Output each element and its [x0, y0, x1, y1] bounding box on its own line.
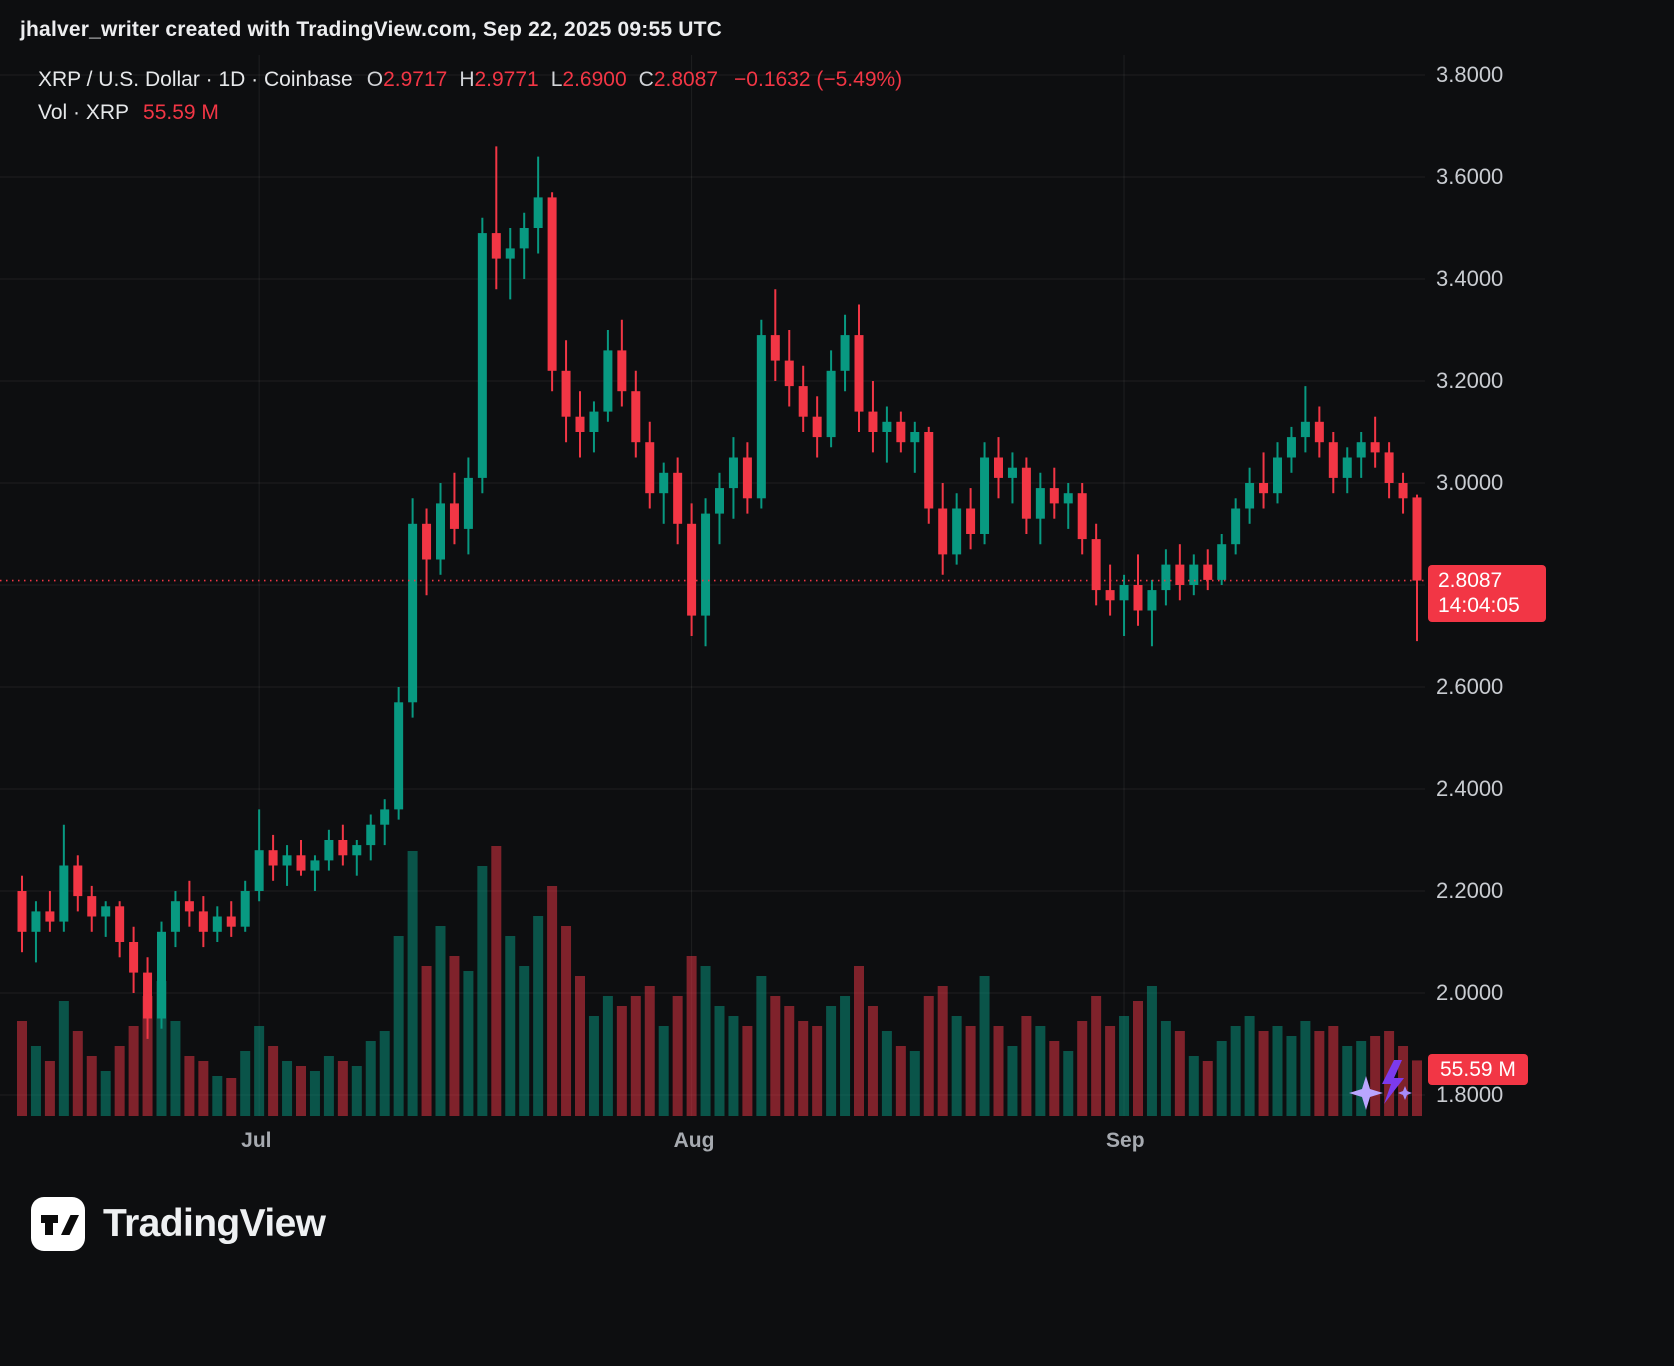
- open-label: O: [366, 68, 384, 91]
- tradingview-branding[interactable]: TradingView: [30, 1196, 326, 1252]
- price-axis[interactable]: 3.8000 3.6000 3.4000 3.2000 3.0000 2.6000 2.40…: [1436, 0, 1674, 1170]
- tradingview-wordmark: TradingView: [103, 1202, 326, 1245]
- low-label: L: [550, 68, 563, 91]
- candles: [17, 146, 1422, 1039]
- volume-bars: [17, 846, 1422, 1116]
- price-tick-label: 3.6000: [1436, 164, 1504, 189]
- change-value: −0.1632 (−5.49%): [734, 68, 903, 91]
- bar-countdown: 14:04:05: [1438, 593, 1520, 617]
- sparkle-lightning-icon: [1349, 1060, 1412, 1110]
- month-label: Sep: [1106, 1129, 1145, 1152]
- last-price-value: 2.8087: [1438, 568, 1503, 592]
- low-value: 2.6900: [562, 68, 627, 91]
- high-value: 2.9771: [474, 68, 539, 91]
- price-tick-label: 1.8000: [1436, 1082, 1504, 1107]
- month-label: Jul: [241, 1129, 272, 1152]
- close-value: 2.8087: [653, 68, 719, 91]
- symbol-title[interactable]: XRP / U.S. Dollar · 1D · Coinbase: [38, 68, 353, 91]
- price-tick-label: 3.4000: [1436, 266, 1504, 291]
- volume-badge: 55.59 M: [1428, 1054, 1528, 1086]
- legend: XRP / U.S. Dollar · 1D · Coinbase O2.971…: [38, 68, 902, 134]
- low-field: L2.6900: [551, 68, 627, 92]
- last-price-badge: 2.8087 14:04:05: [1428, 564, 1546, 622]
- volume-value: 55.59 M: [143, 101, 219, 124]
- legend-symbol-row: XRP / U.S. Dollar · 1D · Coinbase O2.971…: [38, 68, 902, 92]
- close-field: C2.8087: [639, 68, 718, 92]
- credit-line: jhalver_writer created with TradingView.…: [20, 18, 723, 41]
- legend-volume-row: Vol · XRP 55.59 M: [38, 101, 902, 125]
- price-tick-label: 3.2000: [1436, 368, 1504, 393]
- price-tick-label: 2.4000: [1436, 776, 1504, 801]
- price-tick-label: 3.0000: [1436, 470, 1504, 495]
- volume-title[interactable]: Vol · XRP: [38, 101, 130, 124]
- price-tick-label: 3.8000: [1436, 62, 1504, 87]
- price-tick-label: 2.6000: [1436, 674, 1504, 699]
- price-tick-label: 2.2000: [1436, 878, 1504, 903]
- tradingview-logo-icon: [31, 1197, 85, 1251]
- open-field: O2.9717: [367, 68, 448, 92]
- month-label: Aug: [673, 1129, 715, 1152]
- open-value: 2.9717: [383, 68, 448, 91]
- time-axis[interactable]: Jul Aug Sep: [0, 1129, 1425, 1163]
- close-label: C: [638, 68, 654, 91]
- grid: [0, 55, 1425, 1116]
- price-tick-label: 2.0000: [1436, 980, 1504, 1005]
- high-label: H: [459, 68, 475, 91]
- high-field: H2.9771: [459, 68, 538, 92]
